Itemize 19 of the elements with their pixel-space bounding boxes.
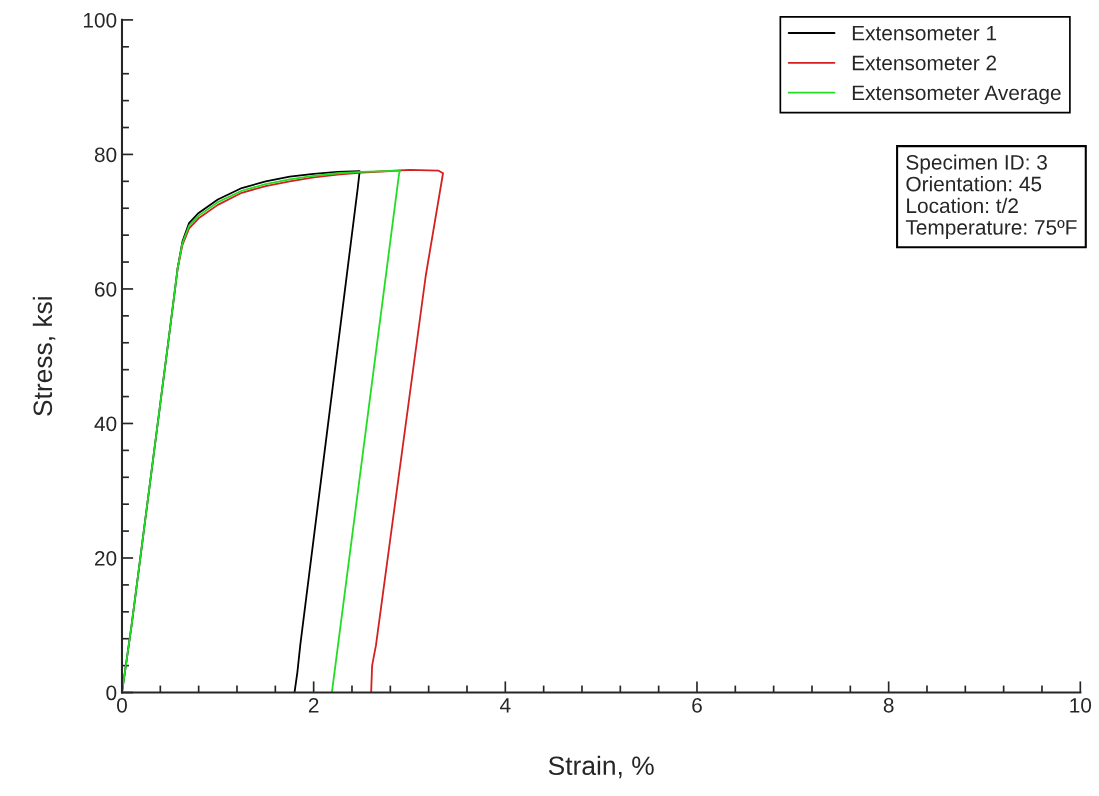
x-tick-label: 0 [117, 697, 127, 713]
y-axis-title: Stress, ksi [32, 297, 56, 416]
y-tick-label: 100 [83, 12, 117, 28]
y-tick-label: 80 [94, 147, 117, 163]
y-tick-label: 0 [106, 685, 117, 701]
annotation: Specimen ID: 3 Orientation: 45 Location: t/2 Temperature: 75ºF [905, 154, 1077, 239]
x-tick-label: 8 [883, 697, 894, 713]
x-tick-label: 10 [1070, 697, 1092, 713]
legend-label: Extensometer 2 [852, 55, 997, 71]
legend-label: Extensometer 1 [852, 25, 997, 41]
line-series [176, 168, 444, 693]
x-tick-label: 4 [500, 698, 511, 713]
y-tick-label: 60 [95, 281, 117, 297]
legend-label: Extensometer Average [852, 85, 1061, 105]
x-axis-title: Strain, % [548, 755, 654, 779]
x-tick-label: 6 [692, 697, 702, 713]
x-tick-label: 2 [308, 697, 319, 713]
y-tick-label: 40 [94, 416, 117, 432]
y-tick-label: 20 [95, 551, 117, 566]
